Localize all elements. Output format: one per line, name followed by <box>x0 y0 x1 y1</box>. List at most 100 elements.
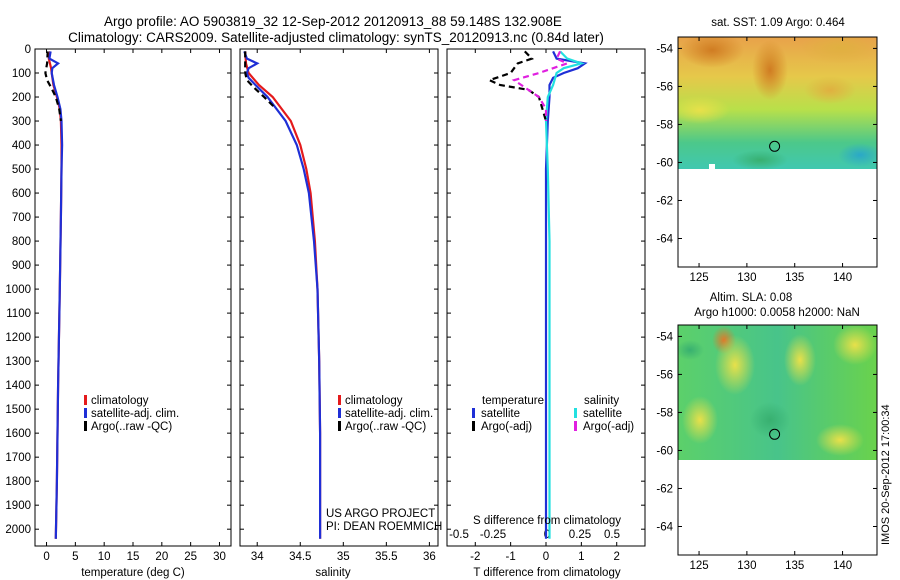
map-lon-label: 140 <box>833 272 852 284</box>
series-argo-raw-qc- <box>44 51 62 122</box>
x-tick-label: 2 <box>614 551 620 563</box>
legend-label-argo: Argo(..raw -QC) <box>91 421 172 433</box>
legend-label-satellite: satellite-adj. clim. <box>345 408 433 420</box>
legend-swatch-satellite <box>338 408 341 418</box>
map-lon-label: 130 <box>737 272 756 284</box>
x-tick-label: -2 <box>470 551 480 563</box>
x-tick-label: 5 <box>72 551 78 563</box>
difference-depth-ticks <box>447 48 645 530</box>
map-lat-label: -56 <box>656 81 673 93</box>
depth-tick-label: 400 <box>12 140 31 152</box>
salinity-difference-tick: -0.25 <box>480 529 506 541</box>
difference-x-label: T difference from climatology <box>473 567 620 579</box>
credit-line2: PI: DEAN ROEMMICH <box>326 521 442 533</box>
depth-tick-label: 1900 <box>5 500 31 512</box>
legend-title-salinity: salinity <box>584 395 619 407</box>
x-tick-label: 34.5 <box>289 551 311 563</box>
map-lon-label: 140 <box>833 560 852 572</box>
figure-title-line2: Climatology: CARS2009. Satellite-adjuste… <box>68 30 604 45</box>
salinity-series <box>243 51 322 539</box>
x-tick-label: 34 <box>251 551 264 563</box>
x-tick-label: 0 <box>543 551 549 563</box>
depth-tick-label: 1200 <box>5 332 31 344</box>
salinity-difference-axis: -0.5 -0.25 0 0.25 0.5 <box>449 529 620 541</box>
depth-tick-label: 800 <box>12 236 31 248</box>
sla-field <box>678 325 877 460</box>
credit-line1: US ARGO PROJECT <box>326 508 435 520</box>
map-lat-label: -60 <box>656 157 673 169</box>
map-lat-label: -54 <box>656 43 673 55</box>
difference-panel: -2 -1 0 1 2 -0.5 -0.25 0 0.25 0.5 T difference f… <box>446 48 646 579</box>
salinity-axes-frame <box>239 48 439 547</box>
difference-legend: temperature salinity satellite Argo(-adj… <box>472 395 634 433</box>
map-lon-label: 125 <box>689 560 708 572</box>
series-argo-raw-qc- <box>244 51 277 110</box>
legend-label-t-argo: Argo(-adj) <box>481 421 532 433</box>
depth-tick-label: 2000 <box>5 524 31 536</box>
depth-axis: 0 100 200 300 400 500 600 700 800 900 1000 1100 1200… <box>5 44 231 536</box>
x-tick-label: 35.5 <box>375 551 397 563</box>
map-lat-label: -64 <box>656 521 673 533</box>
salinity-panel: 34 34.5 35 35.5 36 salinity climatology sate… <box>239 48 442 579</box>
sst-field <box>678 37 877 169</box>
x-tick-label: 1 <box>578 551 584 563</box>
legend-label-satellite: satellite-adj. clim. <box>91 408 179 420</box>
depth-tick-label: 1500 <box>5 404 31 416</box>
depth-tick-label: 1700 <box>5 452 31 464</box>
sla-argo-position-marker <box>769 428 781 440</box>
sla-map-axes: 125 130 135 140 -54 -56 -58 -60 -62 -64 <box>656 325 877 572</box>
salinity-x-axis: 34 34.5 35 35.5 36 <box>251 49 436 563</box>
legend-swatch-argo <box>84 421 87 431</box>
depth-tick-label: 700 <box>12 212 31 224</box>
series-satellite-salinity <box>544 50 586 539</box>
legend-swatch-t-argo <box>472 421 475 431</box>
temperature-axes-frame <box>34 48 232 547</box>
map-lon-label: 130 <box>737 560 756 572</box>
salinity-difference-tick: 0.5 <box>604 529 620 541</box>
salinity-depth-ticks <box>240 48 438 530</box>
temperature-legend: climatology satellite-adj. clim. Argo(..… <box>84 395 179 433</box>
legend-swatch-climatology <box>84 395 87 405</box>
legend-swatch-satellite <box>84 408 87 418</box>
salinity-legend: climatology satellite-adj. clim. Argo(..… <box>338 395 433 433</box>
series-satellite-temperature <box>544 50 588 539</box>
map-lat-label: -60 <box>656 445 673 457</box>
legend-swatch-s-argo <box>574 421 577 431</box>
salinity-x-label: salinity <box>315 567 350 579</box>
temperature-panel: 0100200300400500600700800900100011001200… <box>5 44 232 579</box>
x-tick-label: -1 <box>506 551 516 563</box>
sla-map-frame <box>677 324 878 556</box>
depth-tick-label: 1400 <box>5 380 31 392</box>
legend-label-s-satellite: satellite <box>583 408 622 420</box>
temperature-x-axis: 0 5 10 15 20 25 30 <box>43 49 226 563</box>
map-lat-label: -54 <box>656 331 673 343</box>
salinity-difference-tick: -0.5 <box>449 529 469 541</box>
x-tick-label: 20 <box>155 551 168 563</box>
legend-label-climatology: climatology <box>345 395 403 407</box>
sst-map-title: sat. SST: 1.09 Argo: 0.464 <box>711 17 845 29</box>
sst-map-axes: 125 130 135 140 -54 -56 -58 -60 -62 -64 <box>656 37 877 284</box>
sla-map-title-line2: Argo h1000: 0.0058 h2000: NaN <box>694 307 860 319</box>
legend-label-argo: Argo(..raw -QC) <box>345 421 426 433</box>
legend-label-s-argo: Argo(-adj) <box>583 421 634 433</box>
depth-tick-label: 0 <box>25 44 31 56</box>
map-lat-label: -58 <box>656 407 673 419</box>
x-tick-label: 10 <box>98 551 111 563</box>
map-lat-label: -62 <box>656 483 673 495</box>
temperature-series <box>44 51 64 539</box>
sst-map-panel: sat. SST: 1.09 Argo: 0.464 125 130 135 140 -… <box>656 17 878 284</box>
sst-argo-position-marker <box>769 140 781 152</box>
series-satellite-adj-clim- <box>243 51 322 539</box>
depth-tick-label: 1800 <box>5 476 31 488</box>
sst-map-frame <box>677 36 878 268</box>
series-argo-adj--salinity <box>511 50 571 121</box>
depth-tick-label: 1600 <box>5 428 31 440</box>
map-lat-label: -64 <box>656 233 673 245</box>
depth-tick-label: 200 <box>12 92 31 104</box>
map-lon-label: 135 <box>785 560 804 572</box>
depth-tick-label: 1100 <box>6 308 31 320</box>
depth-tick-label: 100 <box>12 68 31 80</box>
legend-swatch-t-satellite <box>472 408 475 418</box>
x-tick-label: 30 <box>213 551 226 563</box>
